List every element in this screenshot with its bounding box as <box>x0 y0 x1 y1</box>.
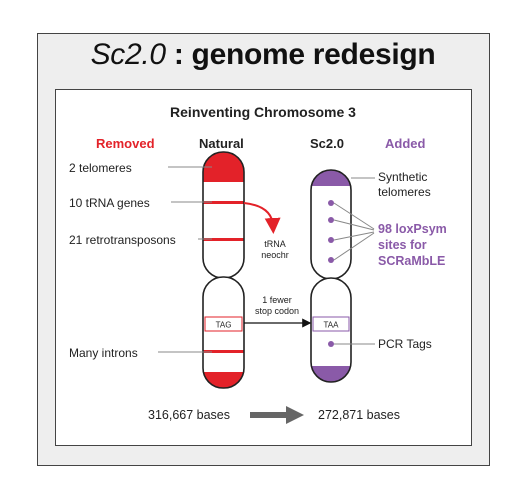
retro-band <box>203 238 244 241</box>
diagram-subtitle: Reinventing Chromosome 3 <box>170 104 356 120</box>
sc20-header: Sc2.0 <box>310 136 344 151</box>
page-title: Sc2.0 : genome redesign <box>0 38 526 72</box>
trna-label-2: neochr <box>261 250 289 260</box>
pcr-tag-dot <box>328 341 334 347</box>
trna-label-1: tRNA <box>264 239 286 249</box>
label-retrotransposons: 21 retrotransposons <box>69 233 176 247</box>
synthetic-bases: 272,871 bases <box>318 408 400 422</box>
natural-header: Natural <box>199 136 244 151</box>
label-telomeres: 2 telomeres <box>69 161 132 175</box>
natural-codon: TAG <box>216 321 232 330</box>
trna-band <box>203 201 244 204</box>
synthetic-telomere-top <box>311 170 351 186</box>
removed-header: Removed <box>96 136 155 151</box>
natural-chromosome: TAG <box>202 151 245 389</box>
natural-telomere-bottom <box>203 372 244 388</box>
added-header: Added <box>385 136 426 151</box>
codon-label-1: 1 fewer <box>262 295 292 305</box>
codon-label-2: stop codon <box>255 306 299 316</box>
synthetic-chromosome: TAA <box>310 169 352 383</box>
loxp-site <box>328 237 334 243</box>
loxp-leaders <box>333 202 375 261</box>
natural-bases: 316,667 bases <box>148 408 230 422</box>
synthetic-codon: TAA <box>324 321 340 330</box>
loxp-label-3: SCRaMbLE <box>378 254 445 268</box>
bases-arrow <box>250 406 304 424</box>
synthetic-telomere-bottom <box>311 366 351 382</box>
synthetic-label-2: telomeres <box>378 185 431 199</box>
diagram-panel <box>55 89 472 446</box>
title-rest: : genome redesign <box>165 38 436 71</box>
left-leaders <box>158 166 212 353</box>
loxp-site <box>328 217 334 223</box>
loxp-label-2: sites for <box>378 238 427 252</box>
loxp-site <box>328 257 334 263</box>
loxp-label-1: 98 loxPsym <box>378 222 447 236</box>
label-introns: Many introns <box>69 346 138 360</box>
title-italic: Sc2.0 <box>90 38 167 71</box>
trna-arrow <box>243 202 281 234</box>
loxp-site <box>328 200 334 206</box>
synthetic-label-1: Synthetic <box>378 170 427 184</box>
label-trna: 10 tRNA genes <box>69 196 150 210</box>
intron-band <box>203 350 244 353</box>
pcr-label: PCR Tags <box>378 337 432 351</box>
